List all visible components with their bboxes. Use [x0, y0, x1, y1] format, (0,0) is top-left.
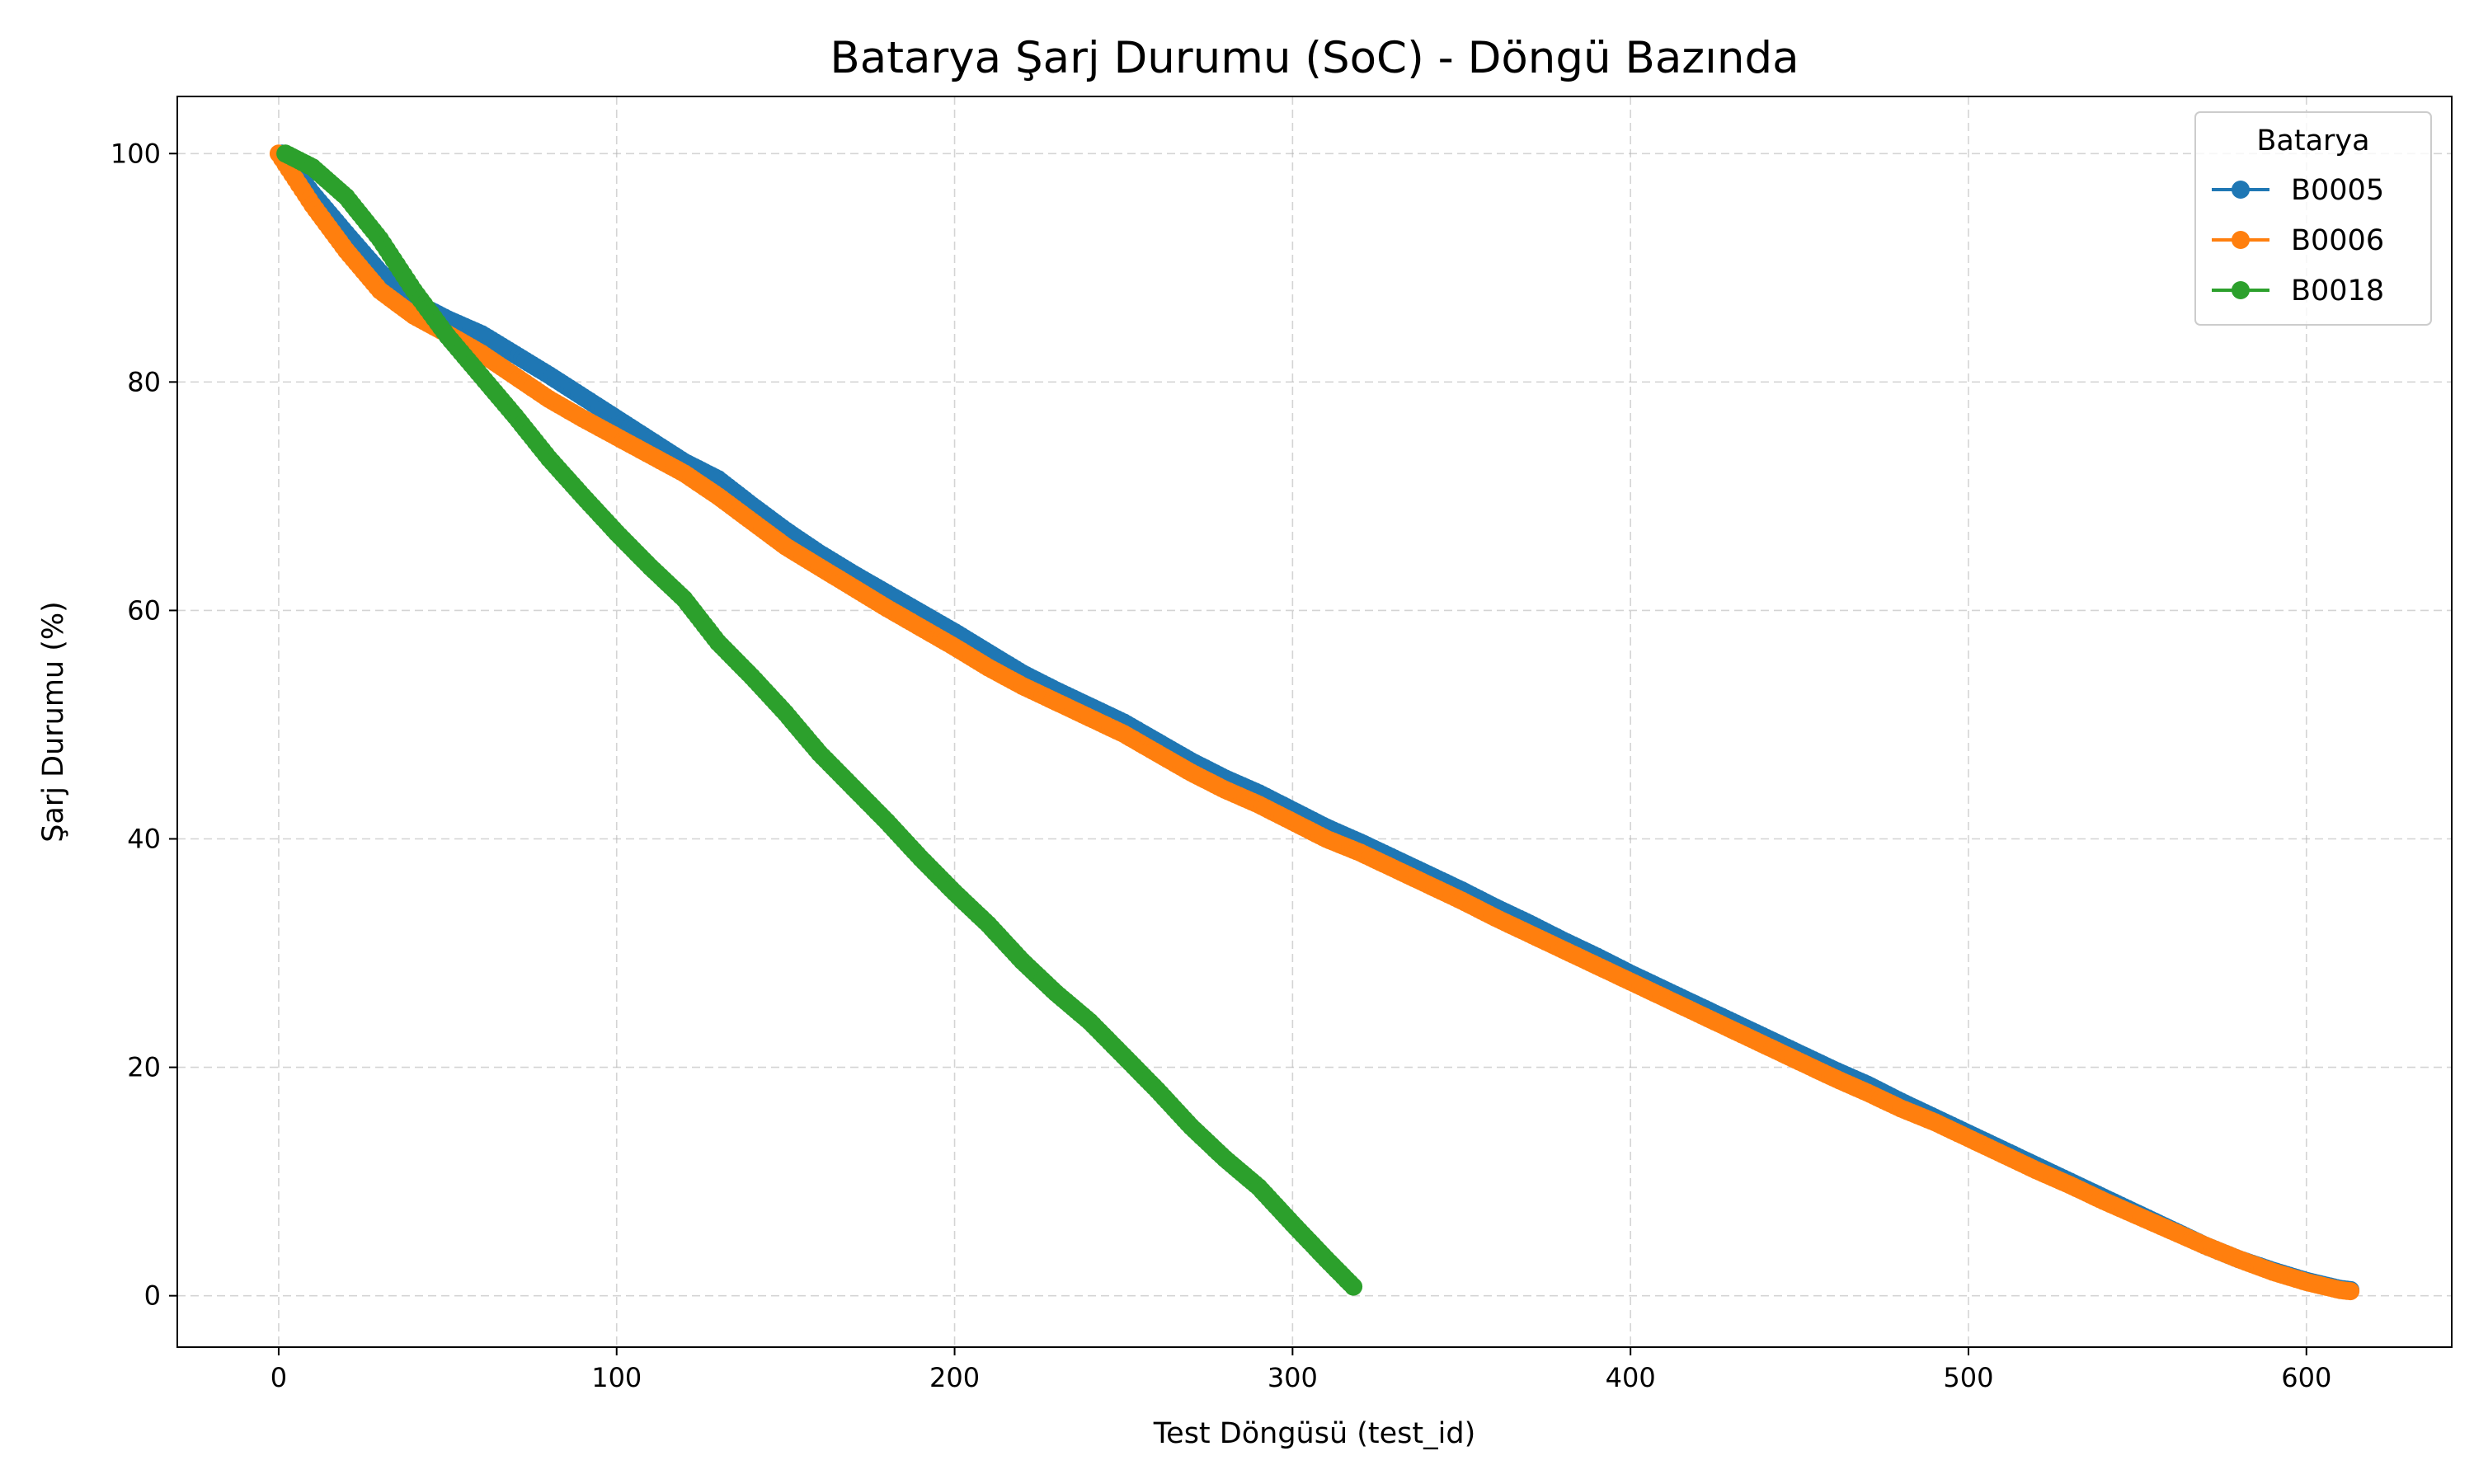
- x-tick-label: 500: [1943, 1362, 1993, 1393]
- legend-entries: B0005 B0006 B0018: [2212, 174, 2384, 308]
- y-tick-label: 0: [144, 1280, 161, 1312]
- y-tick-label: 80: [127, 366, 161, 397]
- legend-marker-B0005: [2232, 181, 2250, 199]
- x-tick-label: 200: [929, 1362, 980, 1393]
- axis-ticks: 0 100 200 300 400 500 600 0 20 40 60 80 100: [111, 138, 2331, 1393]
- x-tick-label: 300: [1268, 1362, 1318, 1393]
- plot-series: [269, 144, 2360, 1301]
- y-tick-label: 100: [111, 138, 161, 169]
- y-tick-label: 20: [127, 1052, 161, 1083]
- x-tick-label: 600: [2281, 1362, 2331, 1393]
- y-axis-label: Şarj Durumu (%): [37, 601, 70, 843]
- chart-title: Batarya Şarj Durumu (SoC) - Döngü Bazınd…: [830, 33, 1799, 83]
- series-B0006: [269, 144, 2360, 1301]
- legend-title: Batarya: [2256, 124, 2369, 157]
- legend-marker-B0006: [2232, 231, 2250, 249]
- legend-label-B0005: B0005: [2291, 174, 2384, 207]
- data-point: [1344, 1277, 1363, 1296]
- x-tick-label: 400: [1606, 1362, 1656, 1393]
- legend-marker-B0018: [2232, 281, 2250, 299]
- legend: Batarya B0005 B0006 B0018: [2194, 111, 2432, 326]
- series-B0018: [276, 144, 1363, 1296]
- legend-box: [2194, 111, 2432, 326]
- x-tick-label: 100: [591, 1362, 642, 1393]
- data-point: [2341, 1282, 2360, 1301]
- y-tick-label: 40: [127, 824, 161, 855]
- legend-label-B0006: B0006: [2291, 224, 2384, 257]
- y-tick-label: 60: [127, 594, 161, 626]
- x-axis-label: Test Döngüsü (test_id): [1153, 1417, 1476, 1450]
- plot-frame: [176, 96, 2453, 1348]
- x-tick-label: 0: [270, 1362, 287, 1393]
- legend-label-B0018: B0018: [2291, 275, 2384, 308]
